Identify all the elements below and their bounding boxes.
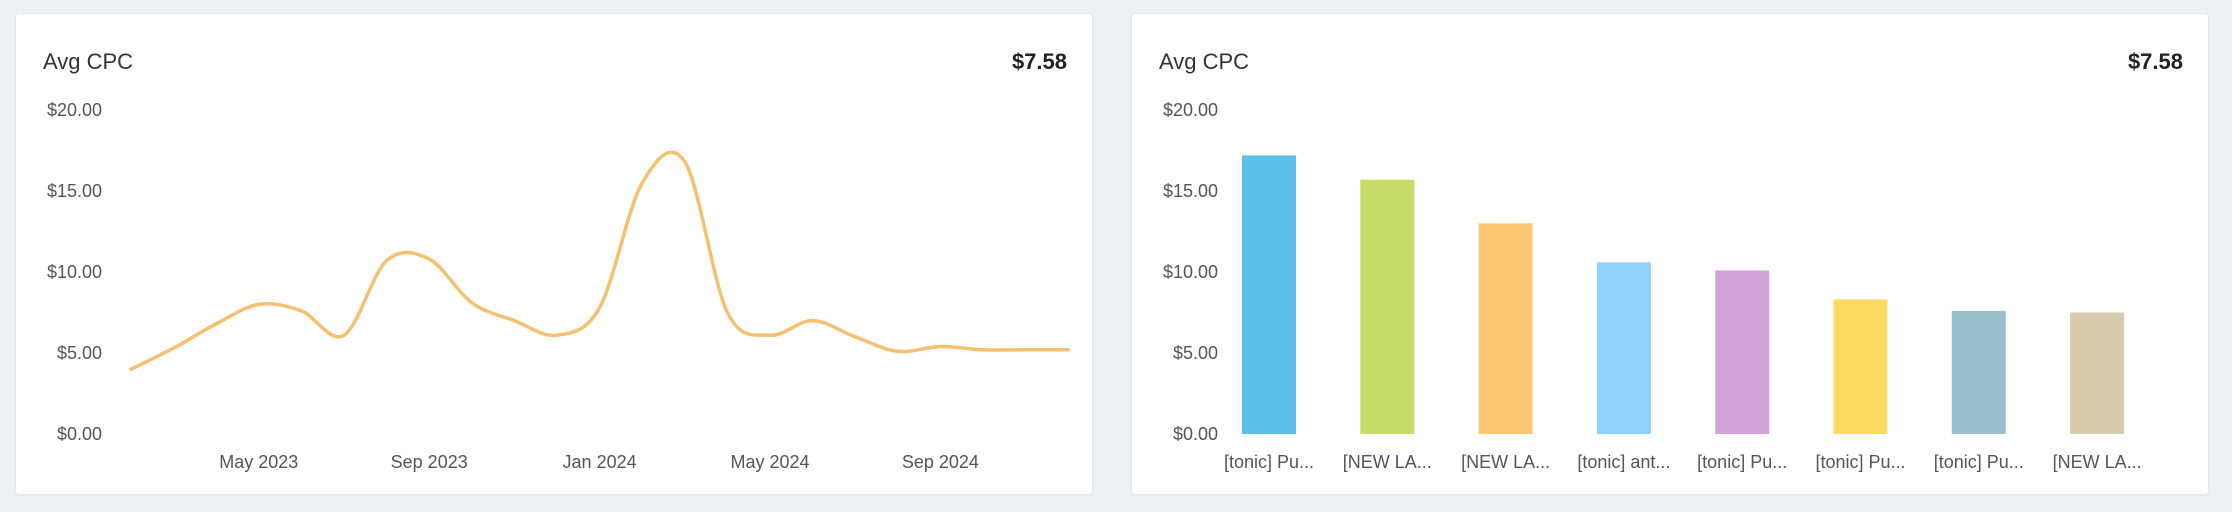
y-tick-label: $10.00 bbox=[47, 262, 102, 282]
x-tick-label: [tonic] Pu... bbox=[1934, 452, 2024, 472]
y-tick-label: $20.00 bbox=[1163, 100, 1218, 120]
y-tick-label: $20.00 bbox=[47, 100, 102, 120]
x-tick-label: May 2023 bbox=[219, 452, 298, 472]
bar[interactable] bbox=[1478, 223, 1533, 434]
y-tick-label: $15.00 bbox=[1163, 181, 1218, 201]
card-value: $7.58 bbox=[1011, 49, 1067, 74]
bar[interactable] bbox=[1715, 270, 1770, 434]
x-tick-label: [tonic] Pu... bbox=[1224, 452, 1314, 472]
x-tick-label: [tonic] ant... bbox=[1577, 452, 1670, 472]
bar[interactable] bbox=[1596, 262, 1651, 434]
bar[interactable] bbox=[1833, 299, 1888, 435]
bar[interactable] bbox=[1360, 179, 1415, 434]
y-tick-label: $5.00 bbox=[57, 343, 102, 363]
x-tick-label: May 2024 bbox=[730, 452, 809, 472]
x-tick-label: Sep 2024 bbox=[902, 452, 979, 472]
series-line bbox=[129, 150, 1070, 371]
bar[interactable] bbox=[1242, 155, 1296, 434]
bar-chart: $0.00 $5.00 $10.00 $15.00 $20.00 [tonic] Pu..… bbox=[1163, 100, 2142, 472]
bar[interactable] bbox=[2070, 312, 2125, 435]
card-title: Avg CPC bbox=[1159, 49, 1250, 74]
x-tick-label: [NEW LA... bbox=[2053, 452, 2142, 472]
x-tick-label: [tonic] Pu... bbox=[1815, 452, 1905, 472]
y-tick-label: $10.00 bbox=[1163, 262, 1218, 282]
card-title: Avg CPC bbox=[43, 49, 134, 74]
y-tick-label: $5.00 bbox=[1173, 343, 1218, 363]
x-tick-label: [tonic] Pu... bbox=[1697, 452, 1787, 472]
y-tick-label: $0.00 bbox=[57, 424, 102, 444]
avg-cpc-line-card: Avg CPC $7.58 $0.00 $5.00 $10.00 $15.00 $20.… bbox=[15, 13, 1093, 495]
x-tick-label: Jan 2024 bbox=[563, 452, 637, 472]
x-tick-label: Sep 2023 bbox=[391, 452, 468, 472]
line-chart: $0.00 $5.00 $10.00 $15.00 $20.00 May 2023 Sep … bbox=[47, 100, 1070, 472]
card-value: $7.58 bbox=[2127, 49, 2183, 74]
y-tick-label: $15.00 bbox=[47, 181, 102, 201]
y-tick-label: $0.00 bbox=[1173, 424, 1218, 444]
bar[interactable] bbox=[1951, 310, 2006, 434]
avg-cpc-bar-card: Avg CPC $7.58 $0.00 $5.00 $10.00 $15.00 $20.… bbox=[1131, 13, 2209, 495]
x-tick-label: [NEW LA... bbox=[1343, 452, 1432, 472]
x-tick-label: [NEW LA... bbox=[1461, 452, 1550, 472]
